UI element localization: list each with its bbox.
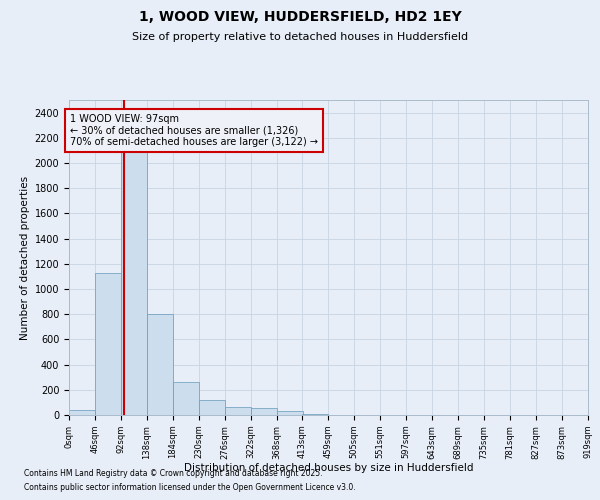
- Text: Contains public sector information licensed under the Open Government Licence v3: Contains public sector information licen…: [24, 484, 356, 492]
- Text: Size of property relative to detached houses in Huddersfield: Size of property relative to detached ho…: [132, 32, 468, 42]
- Bar: [121, 128, 147, 415]
- Bar: [225, 407, 251, 415]
- Bar: [251, 408, 277, 415]
- Y-axis label: Number of detached properties: Number of detached properties: [20, 176, 31, 340]
- Text: 1 WOOD VIEW: 97sqm
← 30% of detached houses are smaller (1,326)
70% of semi-deta: 1 WOOD VIEW: 97sqm ← 30% of detached hou…: [70, 114, 318, 147]
- Bar: [199, 400, 225, 415]
- Bar: [147, 314, 173, 415]
- Bar: [277, 411, 303, 415]
- Bar: [302, 414, 328, 415]
- Text: Contains HM Land Registry data © Crown copyright and database right 2025.: Contains HM Land Registry data © Crown c…: [24, 468, 323, 477]
- Text: 1, WOOD VIEW, HUDDERSFIELD, HD2 1EY: 1, WOOD VIEW, HUDDERSFIELD, HD2 1EY: [139, 10, 461, 24]
- Bar: [69, 410, 95, 415]
- Bar: [95, 272, 121, 415]
- X-axis label: Distribution of detached houses by size in Huddersfield: Distribution of detached houses by size …: [184, 463, 473, 473]
- Bar: [173, 382, 199, 415]
